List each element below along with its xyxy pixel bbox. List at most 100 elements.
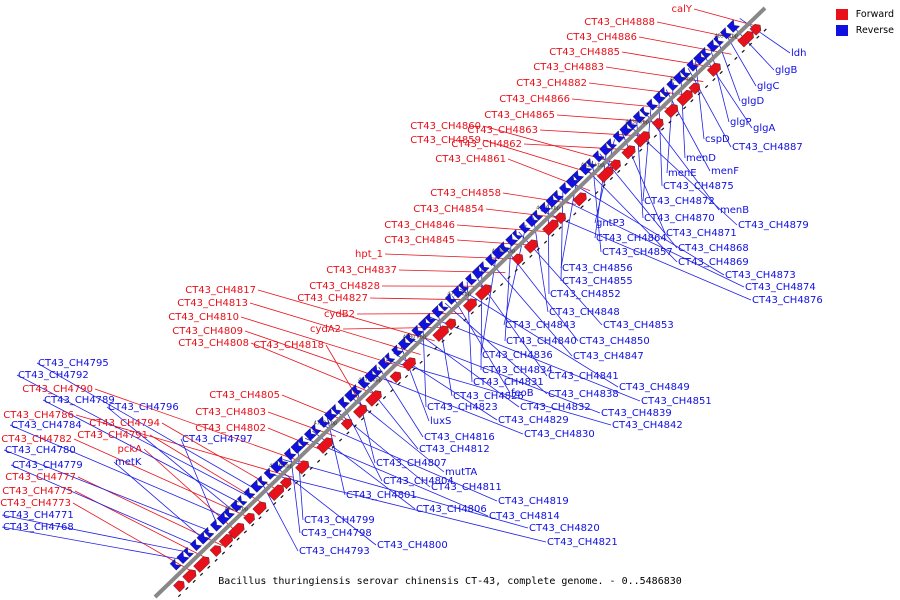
forward-gene-arrow[interactable] (252, 501, 267, 516)
reverse-gene-arrow[interactable] (666, 78, 679, 92)
reverse-gene-arrow[interactable] (612, 130, 626, 143)
reverse-gene-arrow[interactable] (438, 300, 449, 312)
reverse-gene-arrow[interactable] (290, 439, 305, 454)
forward-gene-arrow[interactable] (218, 534, 233, 549)
reverse-gene-arrow[interactable] (511, 229, 523, 241)
reverse-gene-arrow[interactable] (605, 138, 618, 150)
reverse-gene-arrow[interactable] (518, 221, 531, 234)
reverse-gene-arrow[interactable] (337, 396, 350, 409)
forward-gene-arrow[interactable] (542, 219, 559, 236)
reverse-gene-arrow[interactable] (451, 285, 465, 299)
reverse-gene-arrow[interactable] (652, 90, 667, 104)
forward-gene-arrow[interactable] (389, 371, 402, 384)
reverse-gene-arrow[interactable] (464, 273, 478, 286)
reverse-gene-arrow[interactable] (599, 142, 613, 156)
reverse-gene-arrow[interactable] (552, 189, 564, 202)
forward-gene-arrow[interactable] (597, 166, 614, 183)
reverse-gene-arrow[interactable] (344, 388, 358, 403)
forward-gene-arrow[interactable] (749, 23, 762, 36)
reverse-gene-arrow[interactable] (371, 364, 383, 377)
reverse-gene-arrow[interactable] (230, 499, 244, 513)
forward-gene-arrow[interactable] (633, 131, 651, 148)
reverse-gene-arrow[interactable] (176, 550, 190, 565)
reverse-gene-arrow[interactable] (357, 376, 371, 390)
reverse-gene-arrow[interactable] (498, 241, 511, 254)
reverse-gene-arrow[interactable] (411, 324, 424, 338)
reverse-gene-arrow[interactable] (686, 58, 700, 72)
reverse-gene-arrow[interactable] (169, 558, 182, 571)
reverse-gene-arrow[interactable] (243, 487, 256, 500)
reverse-gene-arrow[interactable] (263, 467, 277, 480)
reverse-gene-arrow[interactable] (209, 519, 223, 532)
forward-gene-arrow[interactable] (706, 62, 721, 77)
reverse-gene-arrow[interactable] (377, 356, 391, 370)
reverse-gene-arrow[interactable] (424, 312, 437, 325)
reverse-gene-arrow[interactable] (525, 213, 539, 228)
reverse-gene-arrow[interactable] (471, 265, 486, 279)
reverse-gene-arrow[interactable] (505, 233, 519, 247)
reverse-gene-arrow[interactable] (297, 435, 309, 448)
forward-gene-arrow[interactable] (295, 460, 310, 475)
reverse-gene-arrow[interactable] (558, 181, 572, 195)
reverse-gene-arrow[interactable] (397, 336, 412, 351)
reverse-gene-arrow[interactable] (545, 193, 560, 208)
reverse-gene-arrow[interactable] (189, 538, 203, 552)
reverse-gene-arrow[interactable] (646, 98, 659, 111)
reverse-gene-arrow[interactable] (572, 169, 585, 182)
forward-genes[interactable] (173, 23, 762, 593)
reverse-gene-arrow[interactable] (706, 39, 720, 53)
reverse-gene-arrow[interactable] (203, 526, 215, 539)
reverse-gene-arrow[interactable] (565, 174, 580, 189)
reverse-gene-arrow[interactable] (350, 384, 363, 396)
reverse-gene-arrow[interactable] (418, 316, 432, 331)
reverse-gene-arrow[interactable] (330, 403, 342, 415)
reverse-gene-arrow[interactable] (719, 27, 733, 40)
reverse-gene-arrow[interactable] (391, 344, 404, 357)
forward-gene-arrow[interactable] (462, 298, 477, 313)
forward-gene-arrow[interactable] (523, 239, 538, 254)
reverse-gene-arrow[interactable] (404, 332, 416, 344)
reverse-gene-arrow[interactable] (444, 292, 457, 305)
forward-gene-arrow[interactable] (227, 522, 245, 540)
reverse-gene-arrow[interactable] (693, 51, 708, 66)
reverse-gene-arrow[interactable] (532, 209, 544, 221)
forward-gene-arrow[interactable] (554, 212, 566, 225)
reverse-gene-arrow[interactable] (478, 261, 490, 273)
reverse-gene-arrow[interactable] (485, 253, 498, 266)
reverse-gene-arrow[interactable] (310, 423, 322, 435)
reverse-gene-arrow[interactable] (659, 86, 671, 98)
reverse-gene-arrow[interactable] (491, 245, 506, 260)
reverse-gene-arrow[interactable] (303, 427, 318, 441)
reverse-gene-arrow[interactable] (699, 46, 712, 59)
forward-gene-arrow[interactable] (475, 284, 492, 301)
reverse-gene-arrow[interactable] (431, 304, 445, 318)
forward-gene-arrow[interactable] (365, 390, 382, 407)
forward-gene-arrow[interactable] (664, 104, 679, 119)
reverse-gene-arrow[interactable] (364, 368, 379, 383)
reverse-gene-arrow[interactable] (250, 479, 264, 493)
forward-gene-arrow[interactable] (353, 404, 368, 419)
reverse-gene-arrow[interactable] (216, 511, 231, 526)
forward-gene-arrow[interactable] (444, 318, 457, 331)
reverse-gene-arrow[interactable] (672, 70, 687, 85)
reverse-gene-arrow[interactable] (626, 118, 638, 130)
reverse-gene-arrow[interactable] (585, 157, 597, 169)
reverse-gene-arrow[interactable] (256, 475, 268, 487)
reverse-gene-arrow[interactable] (223, 506, 236, 519)
reverse-gene-arrow[interactable] (324, 408, 338, 422)
forward-gene-arrow[interactable] (651, 118, 664, 130)
reverse-gene-arrow[interactable] (277, 455, 289, 467)
forward-gene-arrow[interactable] (209, 545, 222, 557)
reverse-gene-arrow[interactable] (619, 122, 634, 137)
reverse-gene-arrow[interactable] (679, 66, 692, 79)
reverse-gene-arrow[interactable] (579, 162, 593, 176)
reverse-gene-arrow[interactable] (538, 201, 552, 215)
reverse-gene-arrow[interactable] (726, 19, 741, 33)
forward-gene-arrow[interactable] (340, 418, 353, 431)
reverse-gene-arrow[interactable] (713, 34, 724, 46)
forward-gene-arrow[interactable] (182, 569, 197, 584)
reverse-gene-arrow[interactable] (270, 459, 285, 474)
forward-gene-arrow[interactable] (193, 556, 210, 573)
reverse-gene-arrow[interactable] (632, 110, 646, 124)
forward-gene-arrow[interactable] (572, 192, 587, 207)
